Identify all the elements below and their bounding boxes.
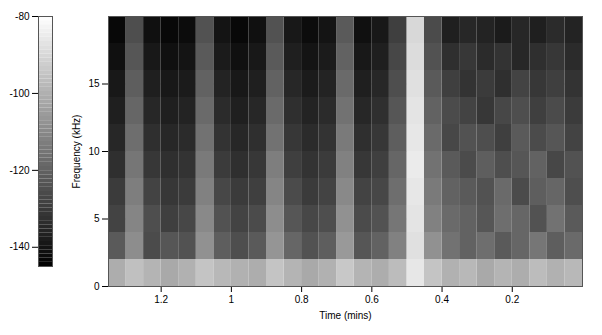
- svg-text:1: 1: [229, 294, 235, 305]
- svg-text:15: 15: [88, 78, 100, 89]
- svg-text:10: 10: [88, 146, 100, 157]
- svg-text:0.2: 0.2: [505, 294, 519, 305]
- svg-text:5: 5: [94, 213, 100, 224]
- svg-text:0.6: 0.6: [365, 294, 379, 305]
- svg-text:1.2: 1.2: [154, 294, 168, 305]
- svg-text:-120: -120: [9, 165, 29, 176]
- svg-text:0.8: 0.8: [295, 294, 309, 305]
- svg-text:-100: -100: [9, 88, 29, 99]
- svg-text:Time (mins): Time (mins): [319, 310, 371, 321]
- svg-text:-80: -80: [15, 11, 30, 22]
- svg-text:Frequency (kHz): Frequency (kHz): [71, 115, 82, 189]
- svg-text:0.4: 0.4: [435, 294, 449, 305]
- svg-text:-140: -140: [9, 241, 29, 252]
- svg-text:0: 0: [94, 281, 100, 292]
